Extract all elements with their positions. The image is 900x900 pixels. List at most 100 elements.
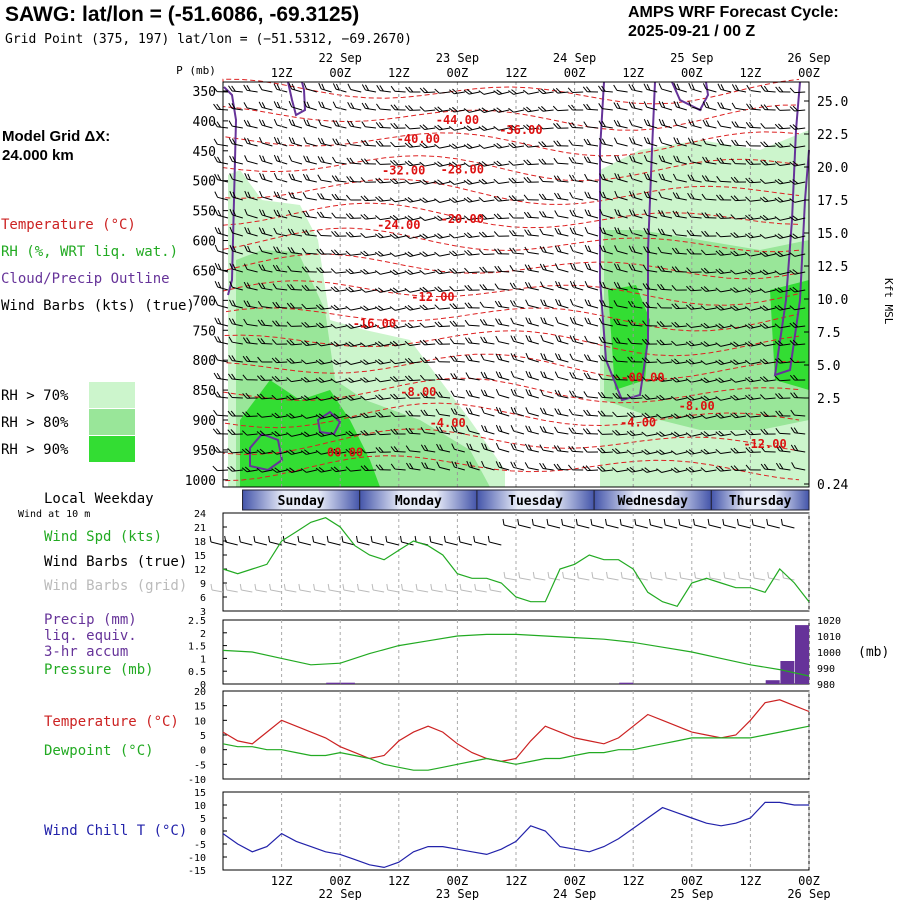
wind-barb	[315, 396, 332, 401]
wind-barb	[582, 447, 599, 453]
wind-barb	[583, 354, 599, 363]
wind-barb	[229, 263, 243, 273]
surface-wind-barb-grid	[737, 571, 751, 581]
wind-barb	[449, 88, 465, 95]
wind-barb	[700, 267, 717, 274]
wind-barb	[599, 244, 613, 255]
wind-barb	[612, 429, 628, 436]
wind-barb	[374, 270, 391, 275]
wind-barb	[463, 232, 480, 238]
cloud-outline	[223, 86, 238, 296]
surface-wind-barb-grid	[298, 583, 311, 593]
wind-barb	[685, 449, 702, 455]
wind-barb	[629, 172, 643, 183]
wind-barb	[656, 413, 673, 419]
bottom-time-tick-label: 12Z	[740, 874, 762, 888]
wind-barb	[479, 319, 495, 327]
wind-barb	[731, 121, 747, 129]
wind-barb	[525, 317, 539, 327]
wind-barb	[598, 85, 613, 93]
top-date-tick-label: 26 Sep	[787, 51, 830, 65]
wind-barb	[419, 216, 436, 221]
wind-barb	[523, 211, 539, 219]
wind-barb	[613, 137, 628, 147]
wind-barb	[746, 84, 761, 93]
wind-barb	[495, 318, 510, 327]
wind-barb	[523, 159, 539, 166]
wind-barb	[701, 212, 717, 219]
wind-barb	[789, 233, 806, 239]
wind-barb	[288, 155, 303, 165]
wind-panel-ytick-label: 12	[194, 565, 206, 576]
wind-barb	[657, 246, 673, 255]
wind-barb	[598, 120, 613, 129]
wind-barb	[434, 304, 451, 310]
wind-barb	[583, 372, 599, 381]
wind-barb	[672, 192, 687, 201]
wind-barb	[730, 341, 747, 347]
wind-barb	[303, 118, 317, 129]
wind-barb	[523, 142, 539, 148]
wind-barb	[508, 195, 525, 201]
grid-dx-value: 24.000 km	[2, 147, 74, 164]
wind-barb	[523, 124, 539, 130]
wind-barb	[495, 406, 510, 417]
wind-barb	[760, 394, 776, 400]
wind-barb	[774, 304, 791, 311]
wind-barb	[241, 430, 258, 436]
wind-barb	[374, 305, 391, 311]
surface-wind-barb-true	[561, 518, 575, 529]
wind-barb	[465, 389, 480, 399]
wind-barb	[717, 101, 732, 111]
wind-barb	[599, 226, 613, 237]
precip-accum-label: 3-hr accum	[44, 644, 129, 660]
wind-barb	[449, 286, 465, 292]
wind-barb	[553, 175, 569, 183]
surface-wind-barb-true	[370, 535, 385, 546]
wind-chill-line	[222, 801, 809, 869]
temperature-contour-label: -16.00	[353, 316, 396, 330]
wind-barb	[301, 303, 317, 310]
wind-barb	[730, 305, 747, 311]
wind-barb	[612, 355, 628, 363]
wind-barb	[555, 334, 569, 345]
surface-wind-barb-true	[517, 518, 531, 529]
temp-panel-ytick-label: -5	[194, 760, 206, 771]
wind-barbs-layer	[212, 82, 806, 473]
wind-barb	[286, 467, 303, 473]
wind-barb	[345, 268, 362, 275]
wind-barb	[241, 448, 258, 454]
wind-barb	[331, 212, 347, 219]
wind-barbs-true-label: Wind Barbs (true)	[44, 554, 188, 570]
wind-barb	[510, 317, 525, 327]
wind-barb	[317, 137, 332, 147]
surface-wind-barb-true	[224, 535, 238, 546]
wind-barb	[389, 376, 406, 382]
wind-barb	[463, 108, 480, 113]
wind-speed-line	[222, 517, 810, 608]
wind-barb	[360, 448, 377, 454]
wind-barb	[258, 209, 273, 219]
wind-barb	[790, 409, 806, 417]
wind-barb	[540, 352, 554, 363]
surface-wind-barb-grid	[430, 583, 443, 593]
wind-barb	[599, 281, 613, 291]
wind-barb	[597, 429, 613, 435]
wind-barb	[272, 264, 288, 273]
temperature-contour	[222, 377, 800, 404]
wind-barb	[494, 283, 510, 291]
wind-barb	[700, 249, 717, 256]
wind-barb	[523, 194, 539, 201]
wind-barb	[789, 374, 806, 381]
chill-panel-ytick-label: -10	[188, 853, 206, 864]
wind-barb	[538, 124, 554, 130]
wind-barb	[478, 178, 495, 185]
wind-barb	[614, 245, 628, 255]
wind-barb	[524, 443, 539, 453]
wind-barb	[688, 101, 702, 111]
wind-barb	[745, 177, 761, 184]
wind-barb	[360, 430, 377, 436]
pressure-tick-label: 750	[193, 324, 216, 339]
precip-bar	[619, 682, 634, 684]
wind-barb	[584, 317, 599, 327]
